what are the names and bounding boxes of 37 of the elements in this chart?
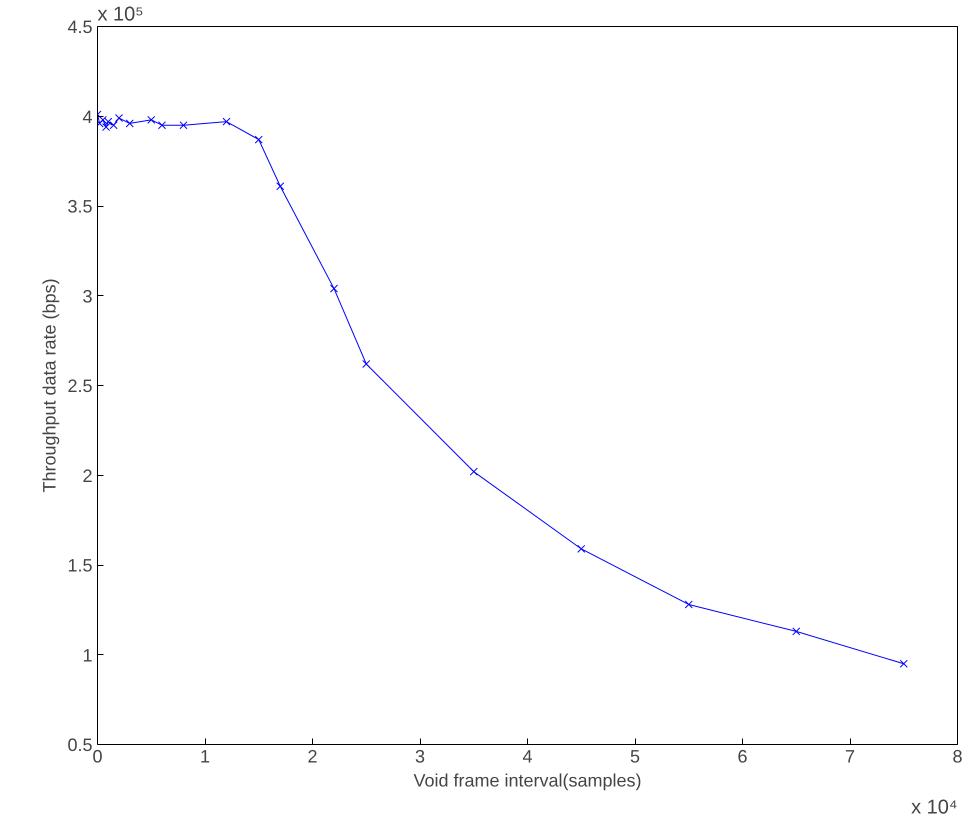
point bbox=[276, 182, 284, 190]
point bbox=[792, 627, 800, 636]
x-axis-title: Void frame interval(samples) bbox=[413, 770, 642, 790]
x-tick-label: 5 bbox=[630, 746, 640, 766]
point bbox=[222, 118, 231, 126]
y-axis-title: Throughput data rate (bps) bbox=[39, 278, 60, 493]
point bbox=[900, 660, 908, 668]
x-tick-label: 0 bbox=[92, 746, 103, 766]
y-tick-label: 4 bbox=[82, 106, 93, 127]
point bbox=[114, 114, 124, 122]
x-tick-label: 8 bbox=[952, 746, 963, 766]
y-tick-label: 2.5 bbox=[67, 376, 93, 396]
text: x 10⁴ bbox=[911, 796, 958, 818]
point bbox=[158, 121, 166, 130]
y-tick-label: 0.5 bbox=[67, 735, 93, 755]
x-tick-label: 7 bbox=[844, 746, 856, 766]
x-tick-label: 4 bbox=[522, 746, 533, 766]
y-tick-label: 3 bbox=[82, 286, 93, 306]
point bbox=[147, 116, 156, 124]
y-tick-label: 1.5 bbox=[67, 556, 93, 576]
x-tick-label: 2 bbox=[307, 746, 318, 766]
point bbox=[362, 360, 370, 368]
y-tick-label: 4.5 bbox=[67, 17, 93, 37]
point bbox=[179, 121, 188, 130]
x-tick-label: 3 bbox=[414, 746, 426, 766]
x-tick-label: 6 bbox=[737, 746, 748, 766]
point bbox=[470, 468, 478, 476]
point bbox=[330, 284, 338, 293]
y-tick-label: 3.5 bbox=[67, 196, 93, 216]
y-tick-label: 2 bbox=[82, 466, 93, 486]
y-tick-label: 1 bbox=[82, 645, 93, 666]
point bbox=[577, 544, 586, 553]
text: x 10⁵ bbox=[98, 4, 144, 26]
x-tick-label: 1 bbox=[200, 746, 210, 766]
point bbox=[126, 119, 134, 128]
point bbox=[684, 600, 693, 609]
point bbox=[254, 136, 263, 144]
